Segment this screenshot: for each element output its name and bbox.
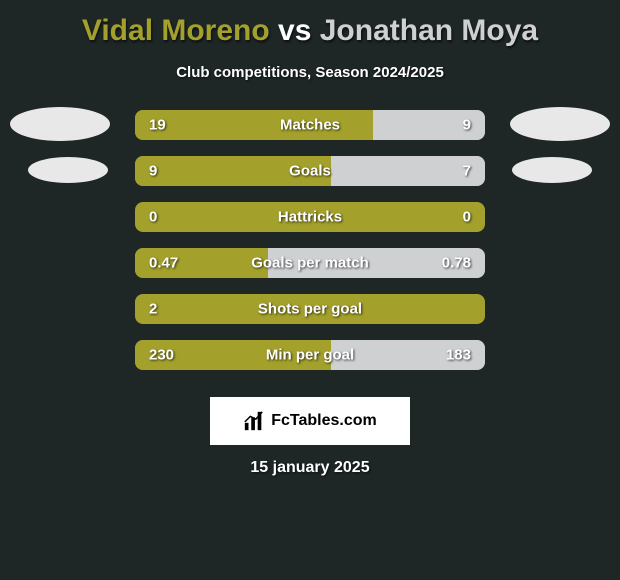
chart-icon: [243, 410, 265, 432]
stat-value-left: 0: [149, 209, 157, 226]
stat-label: Shots per goal: [258, 301, 362, 318]
stat-value-left: 19: [149, 117, 166, 134]
stat-bar: Min per goal 230 183: [135, 340, 485, 370]
stat-label: Min per goal: [266, 347, 354, 364]
logo-text: FcTables.com: [271, 412, 377, 430]
stat-row: Goals 9 7: [0, 155, 620, 187]
stat-label: Hattricks: [278, 209, 342, 226]
stat-bar: Shots per goal 2: [135, 294, 485, 324]
team-badge-left: [28, 157, 108, 183]
stat-row: Hattricks 0 0: [0, 201, 620, 233]
stat-value-left: 2: [149, 301, 157, 318]
stat-value-left: 9: [149, 163, 157, 180]
comparison-card: Vidal Moreno vs Jonathan Moya Club compe…: [0, 0, 620, 477]
stat-row: Min per goal 230 183: [0, 339, 620, 371]
stat-value-right: 0.78: [442, 255, 471, 272]
page-title: Vidal Moreno vs Jonathan Moya: [82, 14, 538, 48]
title-player1: Vidal Moreno: [82, 14, 270, 47]
subtitle: Club competitions, Season 2024/2025: [176, 64, 444, 81]
stat-bar: Goals 9 7: [135, 156, 485, 186]
stat-label: Goals per match: [251, 255, 369, 272]
stat-value-right: 183: [446, 347, 471, 364]
stat-label: Matches: [280, 117, 340, 134]
stat-bar: Hattricks 0 0: [135, 202, 485, 232]
player-badge-left: [10, 107, 110, 141]
title-vs: vs: [278, 14, 311, 47]
stat-value-right: 9: [463, 117, 471, 134]
stat-value-right: 0: [463, 209, 471, 226]
title-player2: Jonathan Moya: [320, 14, 538, 47]
stat-label: Goals: [289, 163, 331, 180]
player-badge-right: [510, 107, 610, 141]
stats-area: Matches 19 9 Goals 9 7 Hattricks 0 0 Goals per ma…: [0, 109, 620, 385]
stat-bar: Matches 19 9: [135, 110, 485, 140]
team-badge-right: [512, 157, 592, 183]
stat-row: Matches 19 9: [0, 109, 620, 141]
stat-value-right: 7: [463, 163, 471, 180]
fctables-logo: FcTables.com: [210, 397, 410, 445]
stat-bar: Goals per match 0.47 0.78: [135, 248, 485, 278]
date: 15 january 2025: [250, 459, 369, 477]
stat-value-left: 230: [149, 347, 174, 364]
stat-row: Goals per match 0.47 0.78: [0, 247, 620, 279]
stat-row: Shots per goal 2: [0, 293, 620, 325]
stat-value-left: 0.47: [149, 255, 178, 272]
